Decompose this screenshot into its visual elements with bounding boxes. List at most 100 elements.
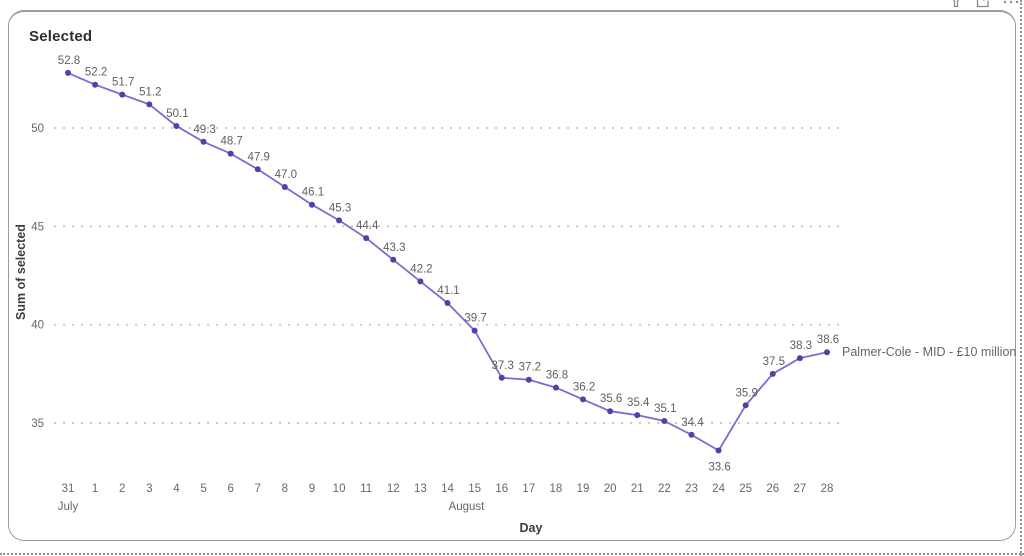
data-label: 43.3 [383,242,405,254]
data-point[interactable] [390,256,397,263]
x-axis-title: Day [520,521,543,535]
data-point[interactable] [173,123,180,130]
data-label: 45.3 [329,202,351,214]
data-point[interactable] [65,69,71,76]
data-label: 34.4 [681,417,704,429]
x-tick-label: 18 [550,483,563,495]
more-options-icon[interactable] [1002,0,1020,9]
x-tick-label: 5 [200,483,206,495]
data-label: 39.7 [464,313,486,325]
data-label: 46.1 [302,187,324,199]
month-label: July [58,501,79,513]
data-label: 36.8 [546,370,568,382]
data-point[interactable] [688,431,695,438]
data-label: 49.3 [193,124,215,136]
x-tick-label: 14 [441,483,454,495]
data-point[interactable] [200,138,207,145]
data-label: 35.6 [600,393,622,405]
x-tick-label: 8 [282,483,288,495]
data-point[interactable] [661,418,668,425]
tile-selection-border-bottom [0,553,1024,555]
x-tick-label: 3 [146,483,152,495]
data-point[interactable] [417,278,424,285]
tile-selection-border-right [1020,0,1022,556]
x-tick-label: 25 [739,483,752,495]
x-tick-label: 19 [577,483,590,495]
data-label: 52.2 [85,67,107,79]
data-label: 35.4 [627,397,650,409]
x-tick-label: 1 [92,483,98,495]
data-point[interactable] [308,201,315,208]
x-tick-label: 10 [333,483,346,495]
month-label: August [449,501,486,513]
data-label: 41.1 [437,285,459,297]
x-tick-label: 21 [631,483,644,495]
data-label: 37.2 [519,362,541,374]
data-point[interactable] [824,349,830,356]
data-label: 47.9 [248,151,270,163]
x-tick-label: 22 [658,483,671,495]
data-label: 48.7 [220,136,242,148]
series-end-label: Palmer-Cole - MID - £10 million [842,345,1016,359]
x-tick-label: 23 [685,483,698,495]
data-label: 36.2 [573,381,595,393]
y-tick-label: 35 [31,418,44,430]
data-point[interactable] [471,327,478,334]
data-label: 47.0 [275,169,297,181]
series-line [67,72,828,452]
data-point[interactable] [634,412,641,419]
data-point[interactable] [363,235,370,242]
x-tick-label: 4 [173,483,180,495]
x-tick-label: 24 [712,483,725,495]
x-tick-label: 2 [119,483,125,495]
data-label: 38.3 [790,340,812,352]
data-point[interactable] [525,376,532,383]
y-tick-label: 40 [31,320,44,332]
visual-card[interactable]: Selected [8,10,1016,541]
data-point[interactable] [227,150,234,157]
data-label: 35.1 [654,403,676,415]
data-point[interactable] [769,370,776,377]
x-tick-label: 20 [604,483,617,495]
x-tick-label: 13 [414,483,427,495]
data-point[interactable] [146,101,153,108]
data-label: 51.7 [112,77,134,89]
visual-header-toolbar [948,0,1020,11]
x-tick-label: 31 [62,483,75,495]
data-point[interactable] [281,184,288,190]
data-point[interactable] [119,91,126,98]
data-point[interactable] [796,355,803,362]
data-point[interactable] [336,217,343,224]
y-tick-label: 45 [31,221,44,233]
y-tick-label: 50 [31,123,44,135]
data-label: 37.5 [763,356,785,368]
data-label: 37.3 [492,360,514,372]
data-point[interactable] [92,81,99,88]
x-tick-label: 12 [387,483,400,495]
x-tick-label: 9 [309,483,315,495]
data-point[interactable] [742,402,749,409]
filter-icon[interactable] [948,0,964,9]
data-point[interactable] [498,374,505,381]
data-point[interactable] [444,300,451,307]
focus-mode-icon[interactable] [975,0,991,9]
data-label: 33.6 [708,462,730,474]
x-tick-label: 26 [766,483,779,495]
x-tick-label: 28 [821,483,834,495]
data-point[interactable] [552,384,559,391]
data-point[interactable] [254,166,261,173]
data-point[interactable] [715,447,722,454]
data-label: 35.9 [735,387,757,399]
data-point[interactable] [580,396,587,403]
data-label: 51.2 [139,86,161,98]
data-label: 42.2 [410,263,432,275]
data-point[interactable] [607,408,614,415]
data-label: 44.4 [356,220,379,232]
x-tick-label: 16 [495,483,508,495]
x-tick-label: 15 [468,483,481,495]
data-label: 50.1 [166,108,188,120]
data-label: 52.8 [58,55,80,67]
x-tick-label: 27 [793,483,806,495]
